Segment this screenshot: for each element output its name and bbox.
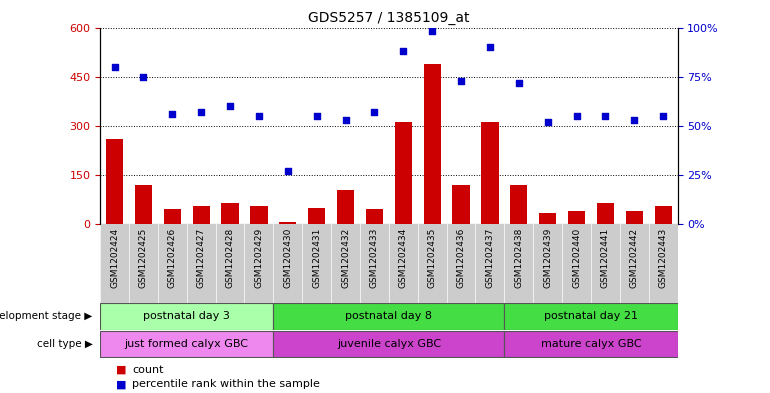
Bar (216, 224, 245, 303)
Text: ■: ■ (116, 365, 126, 375)
Point (282, 168, 294, 174)
Text: development stage ▶: development stage ▶ (0, 311, 92, 321)
FancyBboxPatch shape (100, 331, 273, 357)
FancyBboxPatch shape (504, 331, 678, 357)
Text: GSM1202442: GSM1202442 (630, 228, 639, 288)
Bar (533, 224, 562, 303)
Title: GDS5257 / 1385109_at: GDS5257 / 1385109_at (308, 11, 470, 25)
Bar (417, 224, 447, 303)
Bar (654, 206, 671, 224)
Point (541, 119, 554, 125)
Text: ■: ■ (116, 379, 126, 389)
Text: postnatal day 21: postnatal day 21 (544, 311, 638, 321)
Bar (625, 211, 643, 224)
Bar (648, 224, 678, 303)
FancyBboxPatch shape (504, 303, 678, 330)
Point (109, 64, 121, 70)
Bar (366, 209, 383, 224)
Text: cell type ▶: cell type ▶ (36, 339, 92, 349)
Point (455, 77, 467, 84)
Bar (568, 211, 585, 224)
Text: GSM1202439: GSM1202439 (543, 228, 552, 288)
Text: GSM1202429: GSM1202429 (254, 228, 263, 288)
Bar (620, 224, 648, 303)
Text: count: count (132, 365, 164, 375)
Point (599, 113, 611, 119)
Point (571, 113, 583, 119)
Text: GSM1202440: GSM1202440 (572, 228, 581, 288)
Text: GSM1202434: GSM1202434 (399, 228, 408, 288)
Bar (539, 213, 556, 224)
Text: mature calyx GBC: mature calyx GBC (541, 339, 641, 349)
Bar (597, 203, 614, 224)
Bar (245, 224, 273, 303)
Point (513, 79, 525, 86)
Bar (510, 185, 527, 224)
Bar (591, 224, 620, 303)
Bar (447, 224, 476, 303)
Bar (106, 139, 123, 224)
Point (253, 113, 265, 119)
Text: GSM1202433: GSM1202433 (370, 228, 379, 288)
Bar (562, 224, 591, 303)
Text: GSM1202437: GSM1202437 (485, 228, 494, 288)
Text: GSM1202427: GSM1202427 (196, 228, 206, 288)
Text: GSM1202435: GSM1202435 (427, 228, 437, 288)
Bar (481, 123, 499, 224)
Point (628, 117, 641, 123)
Point (368, 109, 380, 115)
Bar (158, 224, 187, 303)
Point (137, 73, 149, 80)
Text: GSM1202441: GSM1202441 (601, 228, 610, 288)
Point (484, 44, 496, 50)
Text: percentile rank within the sample: percentile rank within the sample (132, 379, 320, 389)
Text: GSM1202443: GSM1202443 (658, 228, 668, 288)
Point (310, 113, 323, 119)
Text: GSM1202424: GSM1202424 (110, 228, 119, 288)
Text: GSM1202425: GSM1202425 (139, 228, 148, 288)
FancyBboxPatch shape (273, 303, 504, 330)
FancyBboxPatch shape (100, 303, 273, 330)
FancyBboxPatch shape (273, 331, 504, 357)
Point (397, 48, 410, 54)
Bar (331, 224, 360, 303)
Point (426, 28, 438, 35)
Text: GSM1202430: GSM1202430 (283, 228, 293, 288)
Text: GSM1202431: GSM1202431 (312, 228, 321, 288)
Text: GSM1202426: GSM1202426 (168, 228, 177, 288)
Bar (394, 123, 412, 224)
Text: GSM1202436: GSM1202436 (457, 228, 466, 288)
Bar (250, 206, 268, 224)
Bar (273, 224, 302, 303)
Text: postnatal day 3: postnatal day 3 (143, 311, 230, 321)
Text: juvenile calyx GBC: juvenile calyx GBC (336, 339, 441, 349)
Text: GSM1202438: GSM1202438 (514, 228, 524, 288)
Bar (129, 224, 158, 303)
Bar (187, 224, 216, 303)
Bar (302, 224, 331, 303)
Bar (308, 208, 325, 224)
Bar (135, 185, 152, 224)
Text: GSM1202428: GSM1202428 (226, 228, 235, 288)
Bar (337, 189, 354, 224)
Bar (360, 224, 389, 303)
Bar (192, 206, 209, 224)
Text: just formed calyx GBC: just formed calyx GBC (125, 339, 249, 349)
Point (224, 103, 236, 109)
Point (657, 113, 669, 119)
Bar (279, 222, 296, 224)
Text: postnatal day 8: postnatal day 8 (346, 311, 432, 321)
Bar (504, 224, 533, 303)
Bar (100, 224, 129, 303)
Point (166, 111, 179, 117)
Bar (424, 64, 440, 224)
Bar (222, 203, 239, 224)
Point (195, 109, 207, 115)
Point (340, 117, 352, 123)
Bar (389, 224, 417, 303)
Text: GSM1202432: GSM1202432 (341, 228, 350, 288)
Bar (453, 185, 470, 224)
Bar (476, 224, 504, 303)
Bar (163, 209, 181, 224)
